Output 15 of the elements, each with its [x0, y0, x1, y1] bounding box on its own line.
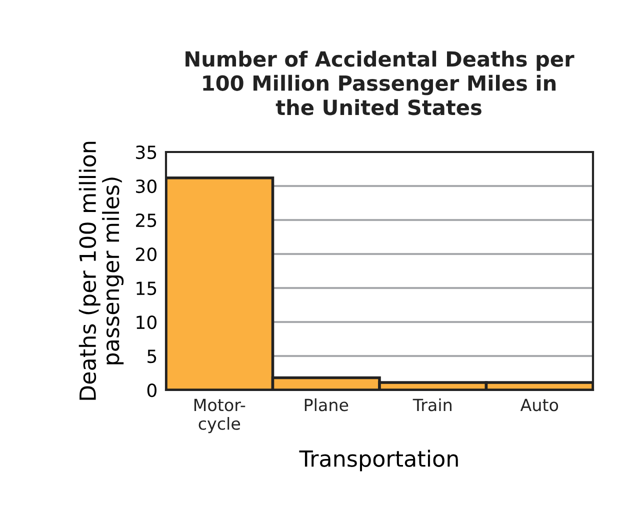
y-tick-label: 20 [136, 247, 156, 262]
x-tick-label: Plane [304, 398, 348, 412]
y-tick-label: 10 [136, 315, 156, 330]
y-tick-label: 15 [136, 282, 156, 296]
x-axis-title: Transportation [299, 450, 458, 472]
x-tick-label: Motor- cycle [194, 398, 246, 434]
x-tick-label: Train [412, 398, 452, 412]
x-tick-label: Auto [520, 398, 558, 412]
y-tick-label: 35 [136, 145, 156, 160]
y-axis-title: Deaths (per 100 million passenger miles) [78, 142, 124, 400]
chart-title: Number of Accidental Deaths per 100 Million Passenger Miles in the United States [186, 50, 574, 116]
y-tick-label: 5 [148, 350, 156, 364]
y-tick-label: 30 [136, 179, 156, 194]
y-tick-label: 0 [147, 383, 156, 398]
y-tick-label: 25 [136, 213, 156, 228]
